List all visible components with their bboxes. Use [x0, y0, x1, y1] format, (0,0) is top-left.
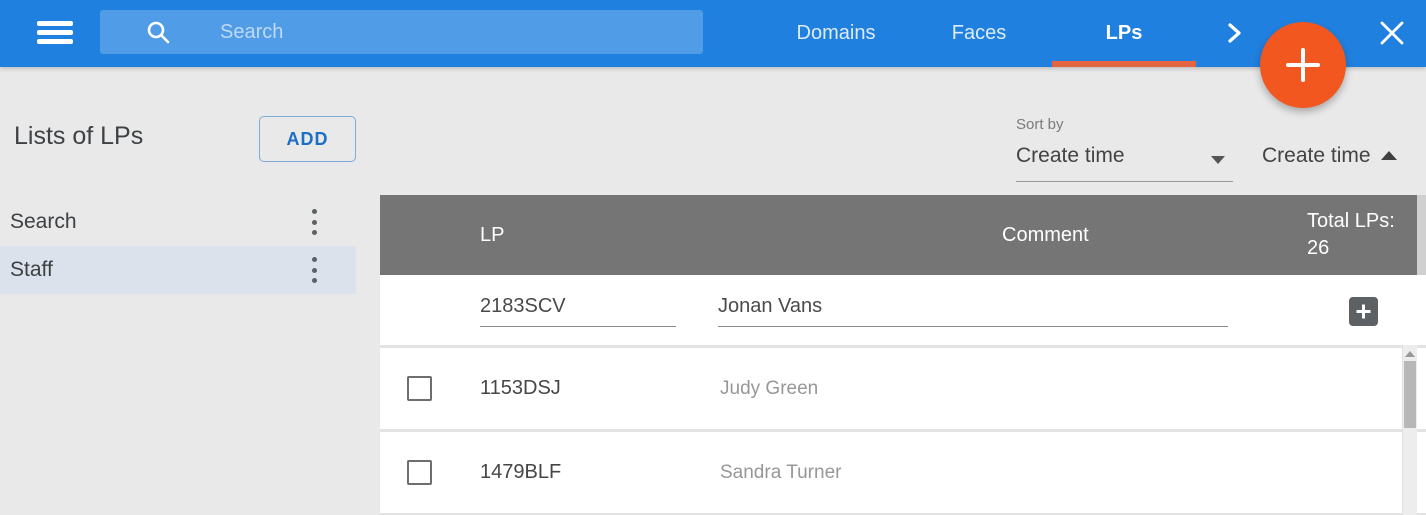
new-comment-input[interactable]	[718, 287, 1228, 327]
scrollbar-thumb[interactable]	[1404, 361, 1416, 428]
search-input[interactable]	[100, 10, 703, 54]
sidebar-item-label: Search	[10, 210, 77, 233]
sort-direction-value: Create time	[1262, 144, 1371, 167]
table-scrollbar[interactable]	[1402, 345, 1417, 515]
top-bar: Domains Faces LPs	[0, 0, 1426, 67]
table-header: LP Comment Total LPs: 26	[380, 195, 1417, 275]
tab-lps[interactable]: LPs	[1105, 22, 1143, 44]
sidebar-item-staff[interactable]: Staff	[0, 246, 356, 294]
row-divider	[380, 429, 1426, 432]
active-tab-indicator	[1052, 61, 1196, 67]
column-header-comment: Comment	[1002, 224, 1089, 246]
add-lp-fab-button[interactable]	[1260, 22, 1346, 108]
panel-title: Lists of LPs	[14, 122, 144, 150]
add-list-button[interactable]: ADD	[259, 116, 356, 162]
column-header-lp: LP	[480, 224, 505, 246]
lp-cell: 1153DSJ	[480, 377, 561, 399]
tab-domains[interactable]: Domains	[796, 22, 876, 44]
menu-icon[interactable]	[37, 21, 73, 45]
total-lps-count: 26	[1307, 237, 1330, 259]
lp-table: LP Comment Total LPs: 26 1153DSJ Judy Gr…	[380, 195, 1426, 515]
sidebar-item-label: Staff	[10, 258, 53, 281]
dropdown-arrow-icon	[1211, 156, 1225, 164]
row-checkbox[interactable]	[407, 376, 432, 401]
sort-field-select[interactable]: Create time	[1016, 140, 1233, 182]
scrollbar-up-arrow[interactable]	[1405, 351, 1415, 357]
table-row[interactable]: 1153DSJ Judy Green	[380, 348, 1426, 429]
row-divider	[380, 345, 1426, 348]
more-options-icon[interactable]	[306, 209, 322, 235]
comment-cell: Sandra Turner	[720, 462, 842, 483]
plus-icon	[1286, 48, 1320, 82]
new-lp-input[interactable]	[480, 287, 676, 327]
tab-faces[interactable]: Faces	[951, 22, 1007, 44]
search-box	[100, 10, 703, 54]
close-icon[interactable]	[1377, 18, 1407, 48]
sidebar-item-search[interactable]: Search	[0, 198, 356, 246]
sort-ascending-icon	[1380, 151, 1397, 160]
sort-field-value: Create time	[1016, 144, 1125, 167]
sort-direction-toggle[interactable]: Create time	[1262, 144, 1397, 176]
chevron-right-icon[interactable]	[1222, 21, 1246, 45]
sort-by-label: Sort by	[1016, 116, 1064, 133]
lp-cell: 1479BLF	[480, 461, 562, 483]
total-lps-label: Total LPs:	[1307, 210, 1395, 232]
table-row[interactable]: 1479BLF Sandra Turner	[380, 432, 1426, 513]
scrollbar-gutter	[1417, 195, 1426, 275]
row-checkbox[interactable]	[407, 460, 432, 485]
comment-cell: Judy Green	[720, 378, 819, 399]
new-entry-row	[380, 275, 1426, 345]
row-divider	[380, 513, 1426, 515]
plus-icon	[1356, 304, 1371, 319]
more-options-icon[interactable]	[306, 257, 322, 283]
total-lps-counter: Total LPs: 26	[1307, 208, 1395, 262]
add-entry-button[interactable]	[1349, 297, 1378, 326]
